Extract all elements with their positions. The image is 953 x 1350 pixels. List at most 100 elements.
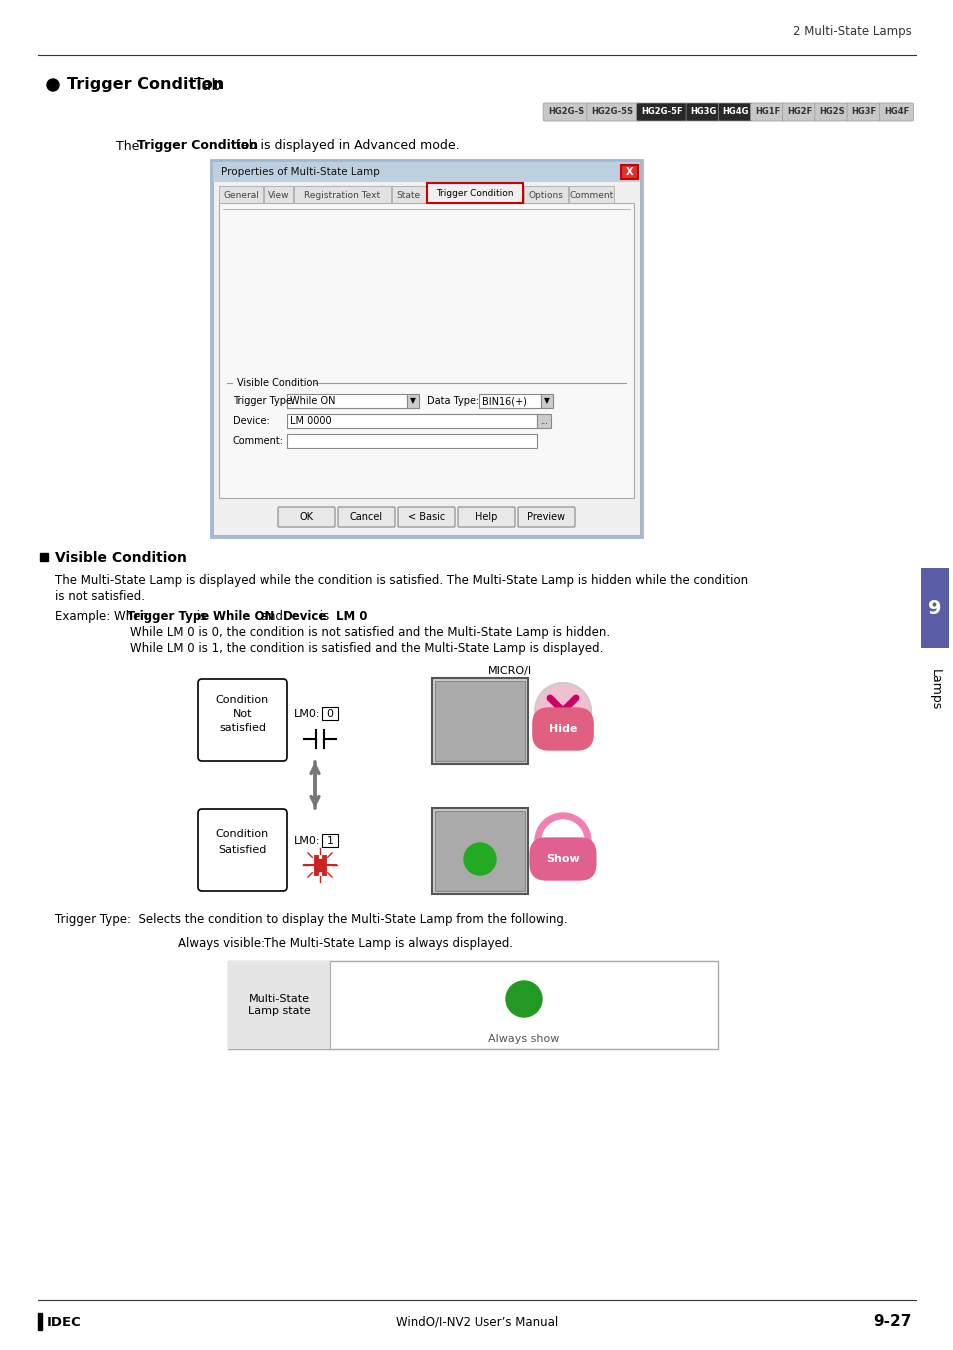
FancyBboxPatch shape [198,679,287,761]
FancyBboxPatch shape [636,103,687,122]
Text: Condition: Condition [215,695,269,705]
FancyBboxPatch shape [620,165,638,180]
Text: tab is displayed in Advanced mode.: tab is displayed in Advanced mode. [232,139,459,153]
FancyBboxPatch shape [920,568,948,648]
Text: HG2F: HG2F [786,108,812,116]
Text: HG3F: HG3F [851,108,876,116]
FancyBboxPatch shape [397,508,455,526]
FancyBboxPatch shape [586,103,638,122]
Text: ▼: ▼ [410,397,416,405]
Text: LM0:: LM0: [294,709,320,720]
Text: OK: OK [299,512,314,522]
FancyBboxPatch shape [540,394,553,408]
FancyBboxPatch shape [322,834,337,846]
Text: is: is [193,610,210,622]
Text: HG2G-5F: HG2G-5F [640,108,682,116]
Circle shape [541,819,583,863]
FancyBboxPatch shape [879,103,913,122]
Text: IDEC: IDEC [47,1315,82,1328]
Text: HG2S: HG2S [819,108,844,116]
Text: Always visible:: Always visible: [178,937,265,950]
FancyBboxPatch shape [294,186,390,202]
Text: < Basic: < Basic [408,512,445,522]
Text: While ON: While ON [290,396,335,406]
Text: ▼: ▼ [543,397,549,405]
FancyBboxPatch shape [264,186,293,202]
FancyBboxPatch shape [432,678,527,764]
Text: X: X [625,167,633,177]
Text: Example: When: Example: When [55,610,152,622]
Text: Visible Condition: Visible Condition [236,378,318,387]
Circle shape [463,842,496,875]
Text: 9-27: 9-27 [873,1315,911,1330]
Text: While LM 0 is 1, the condition is satisfied and the Multi-State Lamp is displaye: While LM 0 is 1, the condition is satisf… [130,643,602,655]
Text: Device: Device [282,610,327,622]
FancyBboxPatch shape [457,508,515,526]
Text: The Multi-State Lamp is always displayed.: The Multi-State Lamp is always displayed… [264,937,513,950]
Circle shape [505,981,541,1017]
Text: HG4F: HG4F [882,108,908,116]
FancyBboxPatch shape [228,961,330,1049]
Text: Trigger Condition: Trigger Condition [137,139,258,153]
Text: General: General [223,190,259,200]
FancyBboxPatch shape [213,162,639,535]
FancyBboxPatch shape [391,186,425,202]
FancyBboxPatch shape [287,394,407,408]
Text: and: and [257,610,287,622]
Text: View: View [268,190,290,200]
Text: HG4G: HG4G [721,108,748,116]
Text: Show: Show [545,855,579,864]
Text: The Multi-State Lamp is displayed while the condition is satisfied. The Multi-St: The Multi-State Lamp is displayed while … [55,574,747,587]
FancyBboxPatch shape [781,103,816,122]
FancyBboxPatch shape [435,680,524,761]
FancyBboxPatch shape [517,508,575,526]
FancyBboxPatch shape [685,103,720,122]
Text: While LM 0 is 0, the condition is not satisfied and the Multi-State Lamp is hidd: While LM 0 is 0, the condition is not sa… [130,626,610,639]
FancyBboxPatch shape [228,961,718,1049]
Text: HG3G: HG3G [689,108,716,116]
Text: LM0:: LM0: [294,836,320,846]
FancyBboxPatch shape [542,103,588,122]
FancyBboxPatch shape [569,186,613,202]
Bar [38,1314,42,1330]
Circle shape [535,813,590,869]
Text: MICRO/I: MICRO/I [487,666,532,676]
Text: Trigger Type: Trigger Type [127,610,209,622]
FancyBboxPatch shape [233,378,314,387]
Text: Hide: Hide [548,724,577,734]
FancyBboxPatch shape [523,186,568,202]
FancyBboxPatch shape [750,103,784,122]
FancyBboxPatch shape [432,809,527,894]
Text: Registration Text: Registration Text [304,190,380,200]
Text: Visible Condition: Visible Condition [55,551,187,566]
Text: Trigger Condition: Trigger Condition [67,77,224,93]
Text: Trigger Condition: Trigger Condition [436,189,513,197]
Bar [40,554,48,562]
Text: Options: Options [528,190,563,200]
Text: Trigger Type:: Trigger Type: [233,396,294,406]
FancyBboxPatch shape [478,394,540,408]
Text: satisfied: satisfied [219,724,266,733]
Text: 1: 1 [326,836,334,846]
FancyBboxPatch shape [211,161,641,537]
FancyBboxPatch shape [435,811,524,891]
Text: Comment: Comment [569,190,613,200]
Text: Condition: Condition [215,829,269,838]
FancyBboxPatch shape [537,414,551,428]
Text: Tab: Tab [190,77,222,93]
Text: is not satisfied.: is not satisfied. [55,590,145,603]
Text: LM 0: LM 0 [335,610,367,622]
Text: Data Type:: Data Type: [427,396,478,406]
Text: Comment:: Comment: [233,436,284,446]
Text: HG2G-5S: HG2G-5S [591,108,633,116]
Circle shape [47,80,59,90]
FancyBboxPatch shape [426,184,522,202]
Text: Trigger Type:  Selects the condition to display the Multi-State Lamp from the fo: Trigger Type: Selects the condition to d… [55,913,567,926]
FancyBboxPatch shape [219,186,263,202]
FancyBboxPatch shape [198,809,287,891]
Text: Preview: Preview [527,512,565,522]
Text: 2 Multi-State Lamps: 2 Multi-State Lamps [792,26,911,38]
FancyBboxPatch shape [407,394,418,408]
Text: is: is [315,610,333,622]
Text: LM 0000: LM 0000 [290,416,332,427]
